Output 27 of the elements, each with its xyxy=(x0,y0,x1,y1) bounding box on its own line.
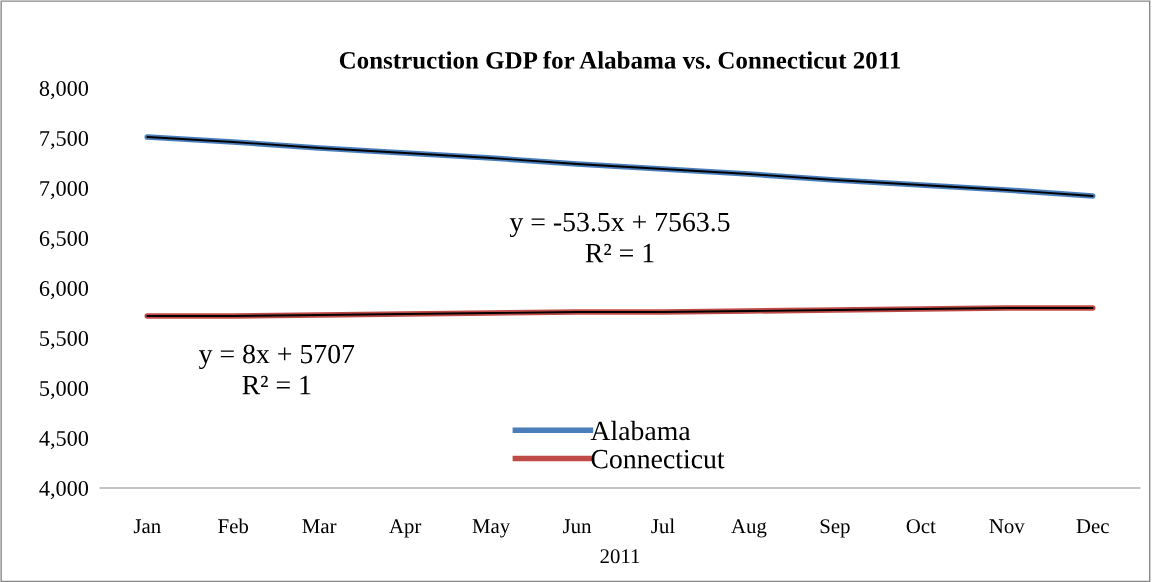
y-tick-label: 7,500 xyxy=(40,130,89,150)
x-tick-label: May xyxy=(472,519,511,538)
y-tick-label: 7,000 xyxy=(40,180,89,200)
y-tick-label: 4,000 xyxy=(39,480,89,500)
legend-label: Alabama xyxy=(590,420,691,441)
y-tick-label: 4,500 xyxy=(39,430,89,450)
legend-label: Connecticut xyxy=(591,449,725,469)
y-tick-label: 8,000 xyxy=(39,80,89,100)
x-tick-label: Dec xyxy=(1076,519,1109,534)
y-tick-label: 5,500 xyxy=(40,330,89,350)
y-tick-label: 5,000 xyxy=(40,380,89,400)
x-tick-label: Jul xyxy=(651,518,675,534)
x-tick-label: Jan xyxy=(133,519,161,534)
x-axis-title: 2011 xyxy=(600,549,640,564)
x-tick-label: Mar xyxy=(302,519,337,534)
x-tick-label: Nov xyxy=(989,519,1025,534)
x-tick-label: Feb xyxy=(218,518,249,534)
annotation: y = -53.5x + 7563.5 R² = 1 xyxy=(509,212,730,263)
x-tick-label: Oct xyxy=(906,519,936,534)
y-tick-label: 6,500 xyxy=(39,230,89,250)
annotation: y = 8x + 5707 R² = 1 xyxy=(198,344,355,395)
x-tick-label: Sep xyxy=(820,519,850,538)
x-tick-label: Apr xyxy=(389,519,422,538)
x-tick-label: Aug xyxy=(731,519,767,538)
y-tick-label: 6,000 xyxy=(39,280,89,300)
x-tick-label: Jun xyxy=(562,519,592,534)
chart-title: Construction GDP for Alabama vs. Connecticut 2011 xyxy=(339,50,901,69)
